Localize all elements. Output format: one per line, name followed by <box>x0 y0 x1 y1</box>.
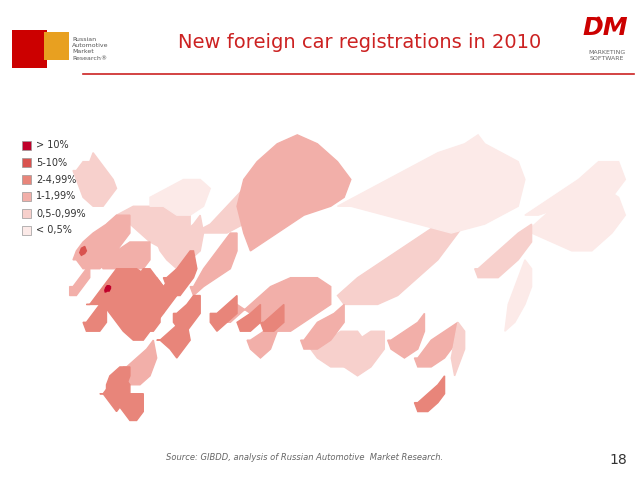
Polygon shape <box>301 304 344 349</box>
Text: 18: 18 <box>609 453 627 467</box>
Bar <box>22 141 31 150</box>
Polygon shape <box>190 233 237 296</box>
Polygon shape <box>310 331 364 367</box>
Bar <box>22 209 31 218</box>
Polygon shape <box>337 180 484 304</box>
Polygon shape <box>525 162 625 215</box>
Bar <box>12 30 47 68</box>
Text: 2-4,99%: 2-4,99% <box>36 175 76 184</box>
Text: DM: DM <box>582 16 628 40</box>
Polygon shape <box>100 376 130 411</box>
Polygon shape <box>388 313 424 358</box>
Polygon shape <box>163 251 197 296</box>
Polygon shape <box>73 153 116 206</box>
Polygon shape <box>136 304 160 331</box>
Polygon shape <box>70 260 90 296</box>
Polygon shape <box>157 322 190 358</box>
Polygon shape <box>173 296 200 331</box>
Polygon shape <box>451 322 465 376</box>
Bar <box>22 226 31 235</box>
Text: MARKETING
SOFTWARE: MARKETING SOFTWARE <box>588 50 626 61</box>
Polygon shape <box>237 304 260 331</box>
Polygon shape <box>337 135 525 233</box>
Polygon shape <box>247 322 277 358</box>
Polygon shape <box>211 296 237 331</box>
Text: Russian
Automotive
Market
Research®: Russian Automotive Market Research® <box>72 37 109 60</box>
Polygon shape <box>237 135 351 251</box>
Text: < 0,5%: < 0,5% <box>36 226 72 236</box>
Polygon shape <box>83 304 106 331</box>
Polygon shape <box>157 215 204 269</box>
Bar <box>22 192 31 201</box>
Polygon shape <box>190 180 264 233</box>
Polygon shape <box>73 215 130 269</box>
Text: New foreign car registrations in 2010: New foreign car registrations in 2010 <box>178 33 541 51</box>
Polygon shape <box>86 269 167 340</box>
Polygon shape <box>505 260 532 331</box>
Bar <box>22 158 31 167</box>
Polygon shape <box>150 277 177 313</box>
Polygon shape <box>80 246 86 255</box>
Text: 5-10%: 5-10% <box>36 157 67 168</box>
Text: 0,5-0,99%: 0,5-0,99% <box>36 208 86 218</box>
Polygon shape <box>97 242 150 269</box>
Text: 1-1,99%: 1-1,99% <box>36 192 76 202</box>
Polygon shape <box>260 304 284 331</box>
Polygon shape <box>525 189 625 251</box>
Polygon shape <box>106 197 190 251</box>
Polygon shape <box>415 322 458 367</box>
Polygon shape <box>124 269 163 313</box>
Bar <box>44 32 69 60</box>
Text: Source: GIBDD, analysis of Russian Automotive  Market Research.: Source: GIBDD, analysis of Russian Autom… <box>166 454 444 463</box>
Polygon shape <box>105 286 111 292</box>
Polygon shape <box>106 367 130 403</box>
Polygon shape <box>124 340 157 385</box>
Polygon shape <box>113 394 143 420</box>
Polygon shape <box>223 277 331 331</box>
Polygon shape <box>475 224 532 277</box>
Bar <box>22 175 31 184</box>
Polygon shape <box>415 376 445 411</box>
Text: > 10%: > 10% <box>36 141 68 151</box>
Polygon shape <box>150 180 211 215</box>
Polygon shape <box>341 331 385 376</box>
